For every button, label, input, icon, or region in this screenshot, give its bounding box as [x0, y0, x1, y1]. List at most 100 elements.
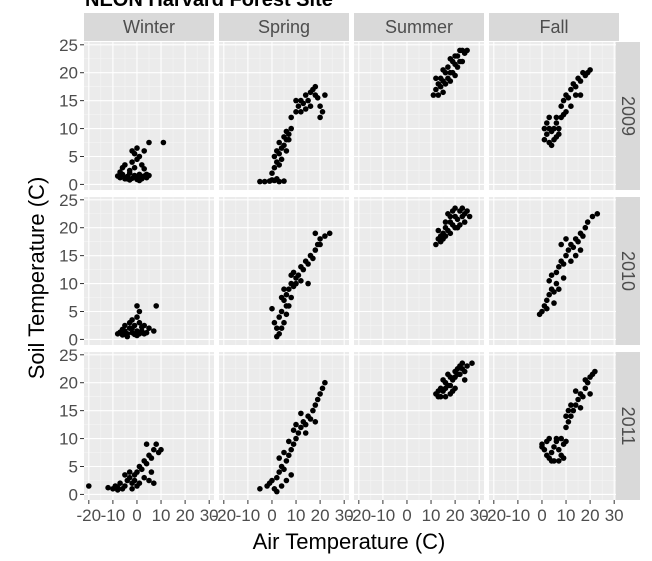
x-tick-label: 30: [200, 506, 219, 525]
data-point: [151, 446, 157, 453]
data-point: [122, 483, 128, 489]
data-point: [319, 109, 326, 115]
data-point: [317, 391, 323, 397]
data-point: [594, 211, 601, 217]
y-tick-label: 25: [59, 36, 78, 55]
data-point: [153, 303, 159, 309]
x-tick-label: 20: [581, 506, 600, 525]
data-point: [317, 114, 323, 121]
data-point: [546, 291, 552, 298]
data-point: [442, 81, 449, 87]
facet-panel-summer-2010: [354, 197, 484, 345]
data-point: [86, 483, 92, 489]
data-point: [146, 139, 152, 146]
data-point: [276, 469, 283, 475]
data-point: [126, 177, 133, 183]
data-point: [274, 176, 280, 182]
data-point: [139, 328, 145, 334]
data-point: [278, 294, 285, 301]
y-tick-label: 15: [59, 247, 78, 266]
data-point: [459, 205, 466, 211]
data-point: [568, 402, 574, 408]
data-point: [151, 480, 157, 487]
row-facet-label: 2010: [618, 251, 638, 291]
data-point: [288, 114, 295, 121]
data-point: [148, 469, 155, 475]
data-point: [447, 382, 454, 389]
data-point: [440, 67, 446, 73]
data-point: [322, 92, 328, 98]
data-point: [269, 477, 275, 484]
data-point: [544, 131, 550, 137]
data-point: [464, 47, 470, 54]
data-point: [134, 483, 140, 489]
column-facet-label: Spring: [258, 17, 310, 37]
data-point: [312, 247, 319, 253]
data-point: [560, 261, 567, 267]
data-point: [457, 371, 463, 378]
data-point: [563, 424, 569, 431]
data-point: [433, 86, 439, 93]
facet-panel-winter-2011: [84, 352, 214, 500]
data-point: [281, 178, 287, 184]
data-point: [447, 230, 454, 237]
data-point: [461, 219, 468, 225]
data-point: [454, 64, 461, 70]
data-point: [288, 272, 295, 279]
data-point: [464, 363, 470, 369]
data-point: [271, 164, 278, 171]
data-point: [433, 241, 439, 248]
data-point: [134, 469, 140, 475]
data-point: [312, 402, 319, 408]
x-tick-label: -10: [371, 506, 396, 525]
data-point: [459, 360, 466, 367]
data-point: [302, 106, 309, 112]
data-point: [553, 114, 560, 121]
data-point: [544, 120, 550, 126]
x-tick-label: 10: [557, 506, 576, 525]
x-axis-title: Air Temperature (C): [253, 529, 446, 554]
data-point: [442, 219, 449, 225]
data-point: [546, 278, 552, 284]
data-point: [288, 280, 295, 287]
data-point: [141, 166, 147, 172]
x-tick-label: -10: [236, 506, 261, 525]
data-point: [286, 452, 292, 459]
data-point: [283, 477, 290, 484]
x-tick-label: 10: [152, 506, 171, 525]
y-tick-label: 25: [59, 191, 78, 210]
strip-background: [219, 13, 349, 41]
x-tick-label: -10: [101, 506, 126, 525]
data-point: [136, 319, 143, 326]
data-point: [134, 303, 140, 309]
data-point: [153, 441, 159, 448]
data-point: [293, 421, 299, 428]
data-point: [587, 67, 593, 73]
y-tick-label: 0: [69, 330, 78, 349]
data-point: [454, 216, 461, 223]
data-point: [269, 170, 275, 176]
data-point: [276, 455, 283, 461]
data-point: [114, 487, 121, 493]
data-point: [563, 413, 569, 420]
data-point: [319, 385, 326, 392]
data-point: [546, 139, 552, 146]
data-point: [314, 95, 321, 101]
data-point: [310, 407, 316, 414]
data-point: [587, 391, 593, 397]
data-point: [449, 208, 456, 214]
x-tick-label: 0: [267, 506, 276, 525]
data-point: [560, 455, 567, 461]
data-point: [298, 410, 304, 417]
data-point: [568, 103, 574, 109]
facet-panel-fall-2009: [489, 42, 619, 190]
data-point: [435, 92, 442, 98]
data-point: [295, 430, 302, 436]
data-point: [577, 247, 584, 253]
data-point: [158, 446, 164, 453]
data-point: [433, 75, 439, 82]
data-point: [274, 488, 280, 495]
data-point: [141, 474, 147, 481]
data-point: [563, 236, 569, 242]
